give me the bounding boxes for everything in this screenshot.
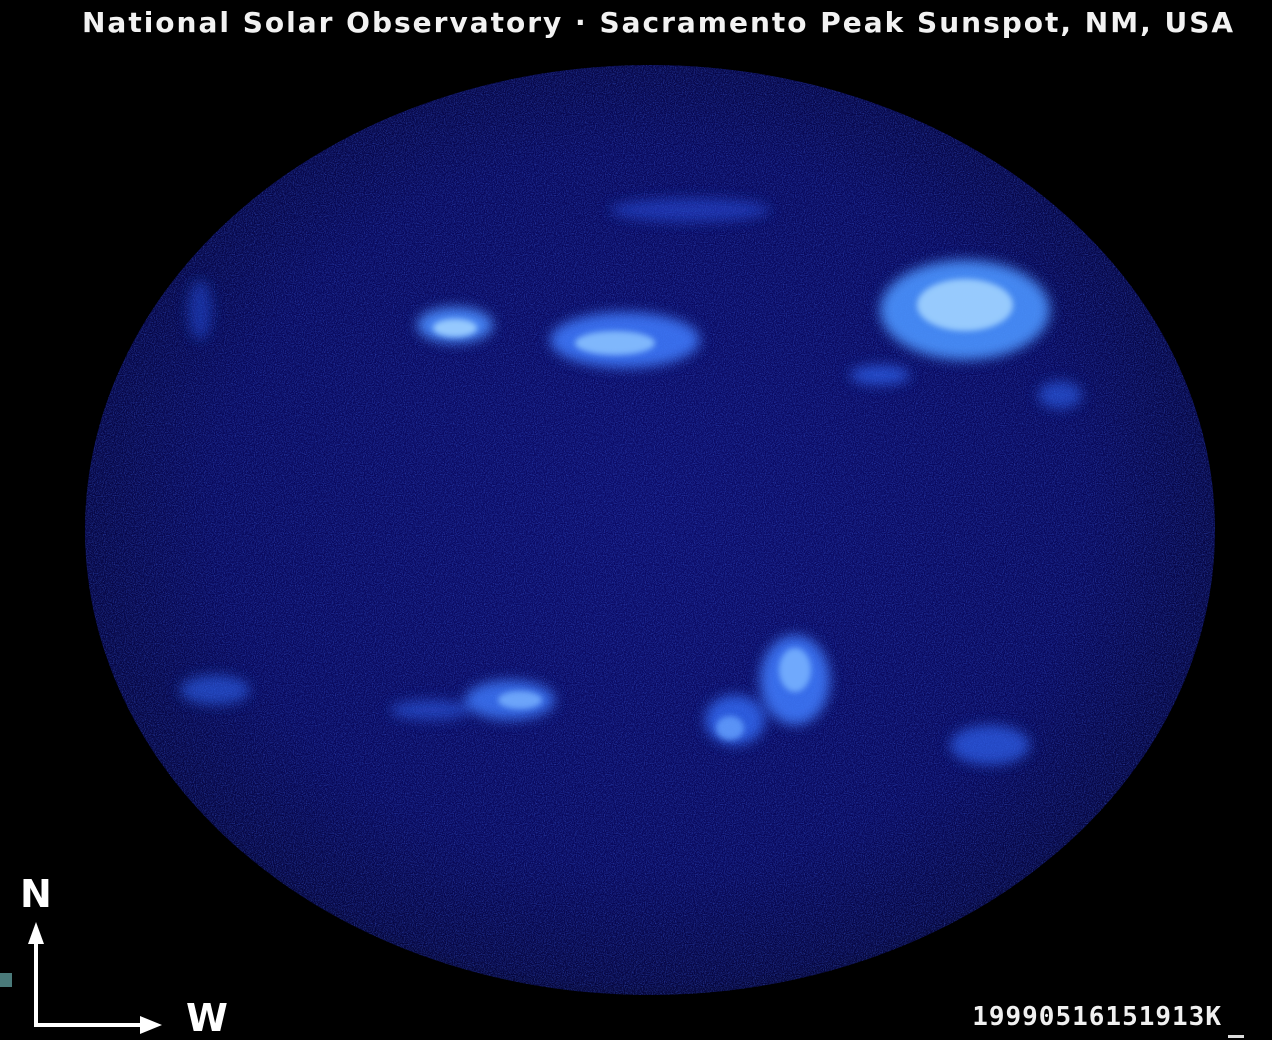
timestamp-label: 19990516151913K <box>972 1002 1222 1032</box>
compass-west-label: W <box>186 996 228 1040</box>
corner-mark <box>1228 1035 1244 1038</box>
edge-mark <box>0 973 12 987</box>
observatory-title: National Solar Observatory · Sacramento … <box>82 6 1236 39</box>
compass-north-label: N <box>20 872 52 916</box>
compass-arrows <box>28 922 162 1034</box>
